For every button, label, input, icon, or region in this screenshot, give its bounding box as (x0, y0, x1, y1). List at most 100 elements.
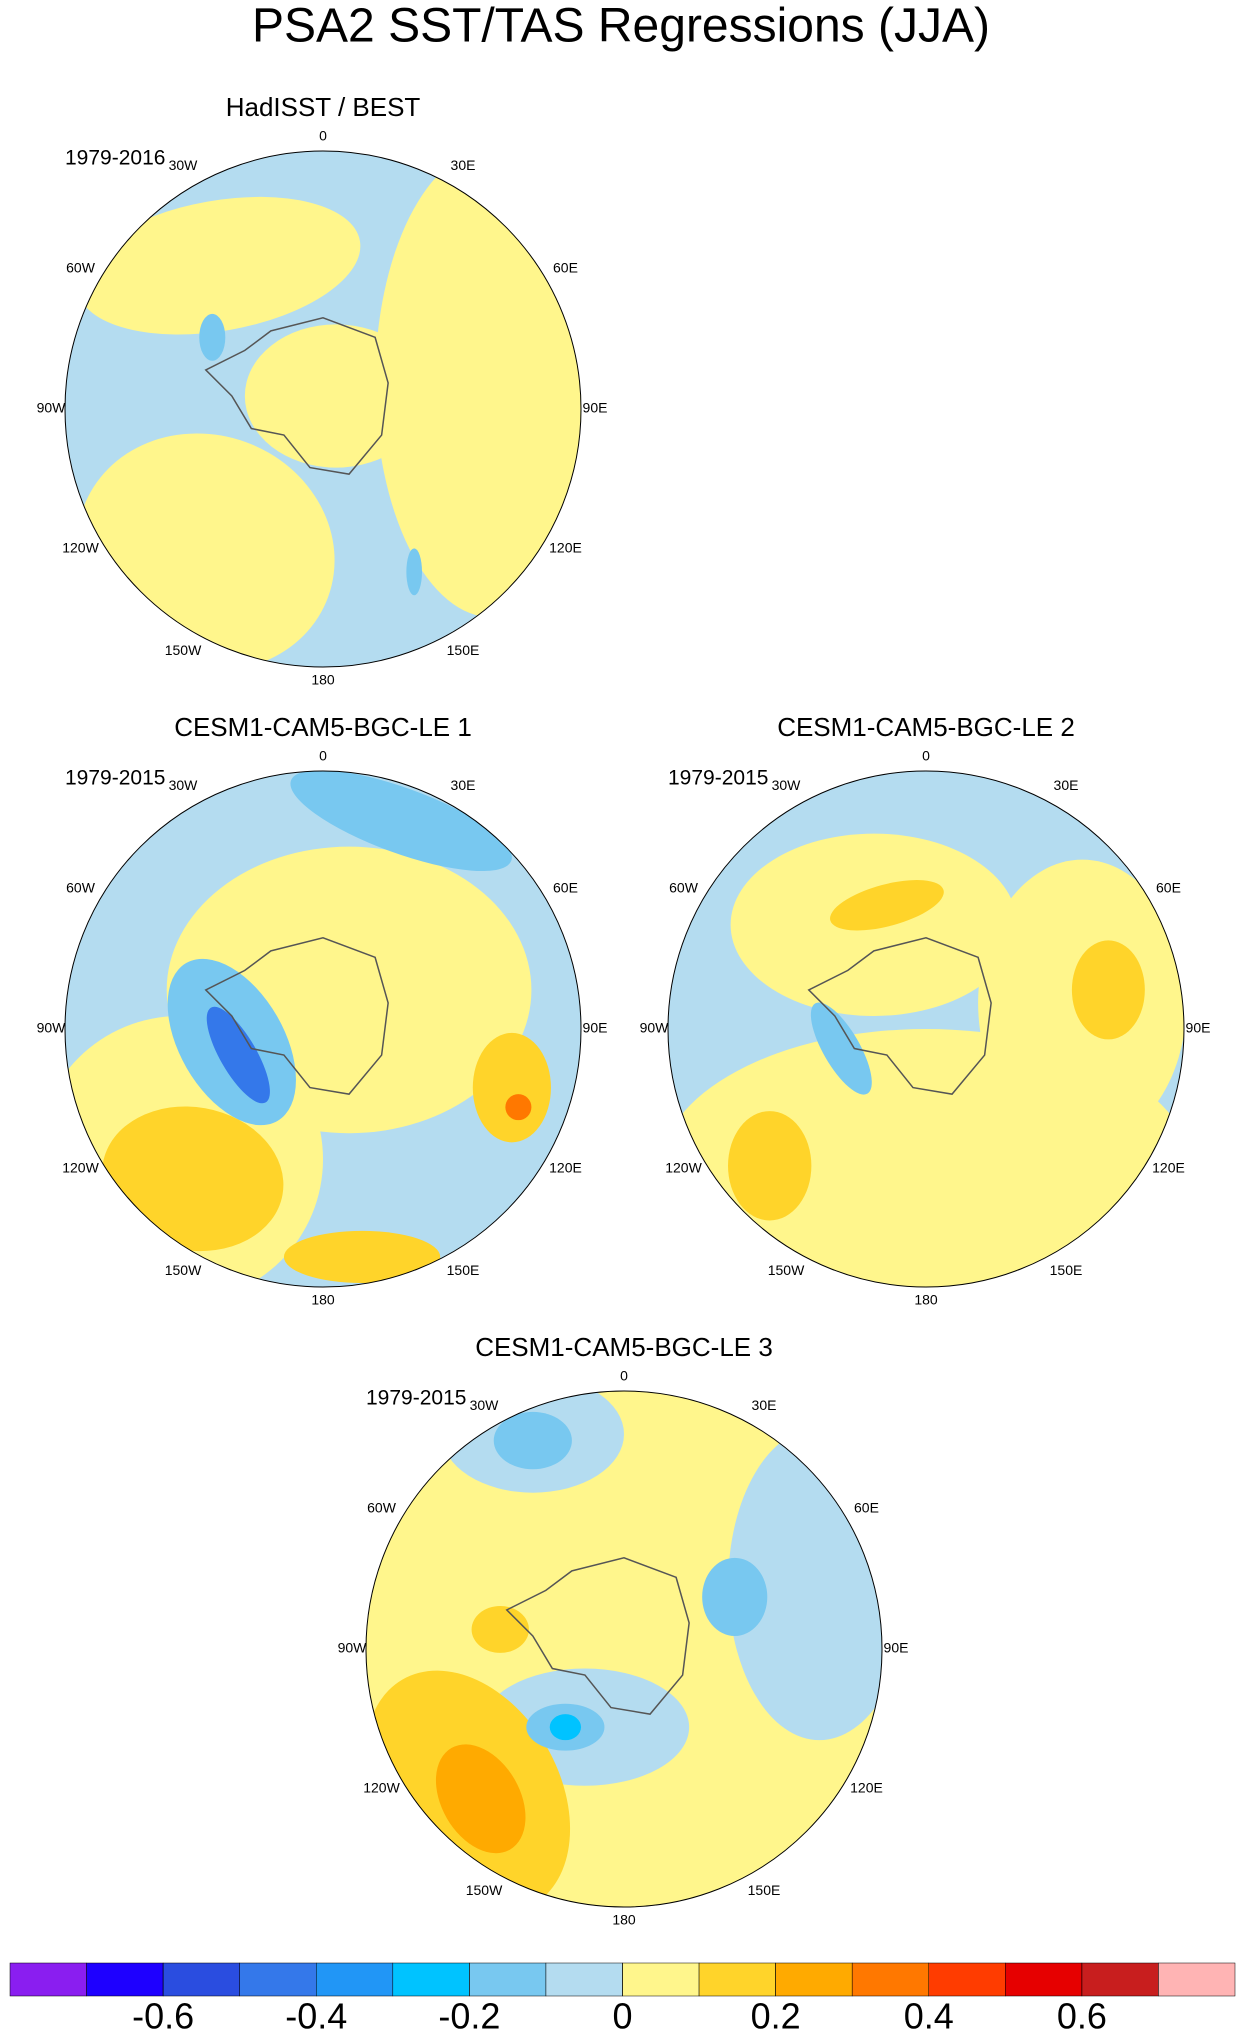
panel-title: HadISST / BEST (226, 92, 421, 122)
longitude-label: 150W (165, 642, 202, 658)
colorbar-box (698, 1962, 776, 1997)
longitude-label: 180 (311, 672, 335, 688)
longitude-label: 150E (748, 1882, 781, 1898)
antarctica-outline (807, 937, 992, 1095)
longitude-label: 60E (854, 1500, 879, 1516)
longitude-label: 30E (1054, 777, 1079, 793)
colorbar-box (928, 1962, 1006, 1997)
longitude-label: 150W (768, 1262, 805, 1278)
colorbar-box (316, 1962, 394, 1997)
colorbar-box (545, 1962, 623, 1997)
colorbar-box (162, 1962, 240, 1997)
longitude-label: 30W (169, 777, 199, 793)
field-blob (244, 324, 428, 468)
longitude-label: 0 (922, 748, 930, 764)
longitude-label: 90W (37, 400, 67, 416)
longitude-label: 180 (311, 1292, 335, 1308)
colorbar-box (86, 1962, 164, 1997)
field-blob (77, 196, 361, 335)
longitude-label: 30E (752, 1397, 777, 1413)
panel-title: CESM1-CAM5-BGC-LE 3 (475, 1332, 773, 1362)
longitude-label: 120W (665, 1160, 702, 1176)
longitude-label: 90E (1186, 1020, 1211, 1036)
field-blob (1071, 940, 1145, 1040)
field-blob (702, 1557, 768, 1636)
field (668, 771, 1184, 1287)
longitude-label: 150E (1050, 1262, 1083, 1278)
figure-title: PSA2 SST/TAS Regressions (JJA) (252, 0, 990, 53)
field-blob (549, 1714, 582, 1741)
longitude-label: 150W (466, 1882, 503, 1898)
field-blob (493, 1411, 572, 1470)
colorbar-label: 0.6 (1057, 1996, 1107, 2037)
longitude-label: 60W (367, 1500, 397, 1516)
longitude-label: 30W (470, 1397, 500, 1413)
colorbar-label: -0.4 (285, 1996, 347, 2037)
colorbar-label: 0 (612, 1996, 632, 2037)
map-border (365, 1390, 883, 1908)
colorbar-label: 0.2 (751, 1996, 801, 2037)
longitude-label: 150E (447, 1262, 480, 1278)
panel-period: 1979-2015 (668, 767, 768, 790)
field-blob (505, 1094, 532, 1121)
longitude-label: 90E (583, 400, 608, 416)
colorbar-label: -0.2 (438, 1996, 500, 2037)
longitude-label: 60E (553, 260, 578, 276)
colorbar-box (1081, 1962, 1159, 1997)
longitude-label: 120E (549, 1160, 582, 1176)
longitude-label: 0 (620, 1368, 628, 1384)
field-blob (102, 1106, 284, 1252)
colorbar-box (469, 1962, 547, 1997)
longitude-label: 150E (447, 642, 480, 658)
panel-period: 1979-2015 (65, 767, 165, 790)
longitude-label: 180 (612, 1912, 636, 1928)
panel-title: CESM1-CAM5-BGC-LE 2 (777, 712, 1075, 742)
longitude-label: 60W (66, 260, 96, 276)
colorbar-box (9, 1962, 87, 1997)
longitude-label: 30W (169, 157, 199, 173)
field-blob (290, 771, 512, 872)
longitude-label: 120W (62, 1160, 99, 1176)
field-blob (283, 1230, 441, 1284)
longitude-label: 120E (850, 1780, 883, 1796)
longitude-label: 90W (640, 1020, 670, 1036)
map-border (64, 150, 582, 668)
longitude-label: 0 (319, 128, 327, 144)
colorbar-box (239, 1962, 317, 1997)
longitude-label: 120W (363, 1780, 400, 1796)
colorbar-box (1158, 1962, 1236, 1997)
longitude-label: 150W (165, 1262, 202, 1278)
field (366, 1391, 882, 1907)
longitude-label: 60W (669, 880, 699, 896)
longitude-label: 90E (583, 1020, 608, 1036)
longitude-label: 180 (914, 1292, 938, 1308)
colorbar-box (1005, 1962, 1083, 1997)
map-panel: 0 30E 60E 90E 120E 150E 180 150W 120W 90W 60W 30W CE… (37, 712, 608, 1308)
longitude-label: 90E (884, 1640, 909, 1656)
antarctica-outline (505, 1557, 690, 1715)
longitude-label: 120E (1152, 1160, 1185, 1176)
antarctica-outline (204, 317, 389, 475)
field (65, 151, 581, 667)
colorbar-box (851, 1962, 929, 1997)
field-blob (472, 1032, 551, 1143)
field (65, 771, 581, 1287)
longitude-label: 30E (451, 777, 476, 793)
colorbar-box (622, 1962, 700, 1997)
longitude-label: 30E (451, 157, 476, 173)
longitude-label: 90W (338, 1640, 368, 1656)
field-blob (406, 548, 422, 596)
field-blob (830, 880, 944, 931)
colorbar-label: 0.4 (904, 1996, 954, 2037)
field-blob (810, 1002, 872, 1095)
colorbar-box (392, 1962, 470, 1997)
field-blob (206, 1006, 270, 1104)
field-blob (728, 1111, 812, 1221)
longitude-label: 30W (772, 777, 802, 793)
map-border (64, 770, 582, 1288)
longitude-label: 60E (553, 880, 578, 896)
colorbar-box (775, 1962, 853, 1997)
longitude-label: 60E (1156, 880, 1181, 896)
panel-period: 1979-2016 (65, 147, 165, 170)
